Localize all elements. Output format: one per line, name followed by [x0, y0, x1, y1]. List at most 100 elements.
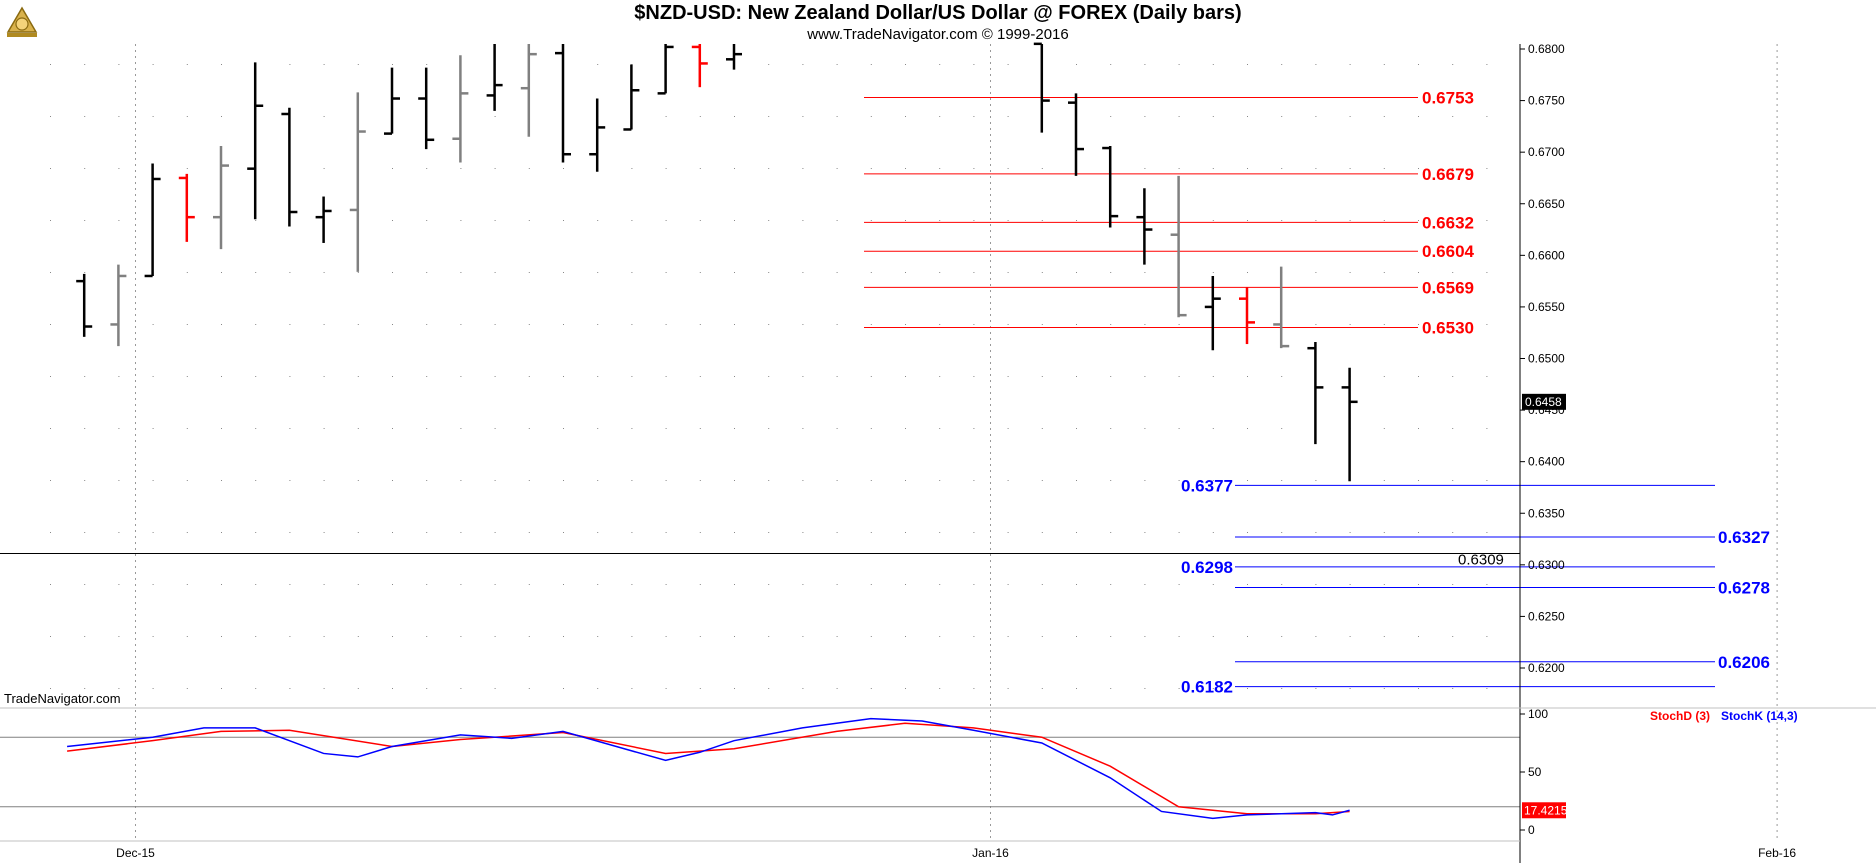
grid-dot: [1247, 220, 1248, 221]
grid-dot: [1486, 480, 1488, 481]
ohlc-bar: [623, 64, 640, 131]
grid-dot: [836, 168, 838, 169]
grid-dot: [1007, 688, 1009, 689]
grid-dot: [186, 428, 188, 429]
grid-dot: [186, 688, 188, 689]
grid-dot: [1212, 584, 1214, 585]
ohlc-bar: [1273, 266, 1290, 349]
grid-dot: [870, 688, 872, 689]
stoch-series-line: [67, 722, 1350, 815]
legend-stochk: StochK (14,3): [1721, 709, 1798, 723]
grid-dot: [50, 480, 51, 481]
grid-dot: [323, 116, 325, 117]
grid-dot: [494, 220, 496, 221]
grid-dot: [939, 272, 941, 273]
grid-dot: [152, 584, 154, 585]
grid-dot: [118, 64, 120, 65]
grid-dot: [768, 64, 770, 65]
grid-dot: [426, 272, 428, 273]
grid-dot: [734, 480, 735, 481]
y-tick-label: 0.6750: [1528, 94, 1565, 108]
grid-dot: [836, 116, 838, 117]
grid-dot: [1452, 220, 1454, 221]
grid-dot: [836, 688, 838, 689]
grid-dot: [939, 116, 941, 117]
grid-dot: [152, 376, 154, 377]
grid-dot: [1212, 480, 1214, 481]
grid-dot: [597, 272, 599, 273]
grid-dot: [84, 220, 86, 221]
grid-dot: [221, 324, 222, 325]
grid-dot: [426, 480, 428, 481]
grid-dot: [905, 532, 906, 533]
grid-dot: [50, 272, 51, 273]
grid-dot: [152, 64, 154, 65]
grid-dot: [1383, 220, 1385, 221]
grid-dot: [905, 116, 906, 117]
grid-dot: [1178, 428, 1180, 429]
ohlc-bar: [384, 67, 400, 135]
grid-dot: [1349, 324, 1351, 325]
grid-dot: [1247, 168, 1248, 169]
grid-dot: [631, 584, 633, 585]
ohlc-bar: [486, 44, 503, 111]
grid-dot: [460, 636, 462, 637]
grid-dot: [1383, 688, 1385, 689]
grid-dot: [802, 168, 804, 169]
grid-dot: [1418, 272, 1419, 273]
grid-dot: [1349, 64, 1351, 65]
grid-dot: [494, 272, 496, 273]
grid-dot: [597, 480, 599, 481]
grid-dot: [289, 428, 291, 429]
grid-dot: [1452, 272, 1454, 273]
ohlc-bar: [452, 55, 469, 163]
grid-dot: [1144, 168, 1146, 169]
ohlc-bar: [555, 44, 571, 163]
grid-dot: [460, 532, 462, 533]
last-price-box: [1522, 393, 1566, 410]
grid-dot: [118, 688, 120, 689]
grid-dot: [1076, 272, 1077, 273]
grid-dot: [1383, 376, 1385, 377]
grid-dot: [494, 168, 496, 169]
grid-dot: [186, 376, 188, 377]
grid-dot: [494, 324, 496, 325]
grid-dot: [1486, 64, 1488, 65]
grid-dot: [939, 428, 941, 429]
red-level-label: 0.6632: [1422, 213, 1474, 232]
grid-dot: [563, 480, 564, 481]
grid-dot: [1178, 532, 1180, 533]
grid-dot: [392, 324, 393, 325]
last-price-label: 0.6458: [1525, 395, 1562, 409]
grid-dot: [597, 64, 599, 65]
grid-dot: [699, 376, 701, 377]
grid-dot: [665, 584, 667, 585]
y-tick-label: 0.6700: [1528, 145, 1565, 159]
chart-title: $NZD-USD: New Zealand Dollar/US Dollar @…: [634, 2, 1242, 24]
red-level-label: 0.6679: [1422, 165, 1474, 184]
grid-dot: [186, 168, 188, 169]
grid-dot: [255, 272, 257, 273]
grid-dot: [494, 428, 496, 429]
grid-dot: [939, 168, 941, 169]
ohlc-bar: [1307, 341, 1324, 445]
grid-dot: [1315, 168, 1317, 169]
grid-dot: [494, 376, 496, 377]
grid-dot: [118, 532, 120, 533]
grid-dot: [563, 636, 564, 637]
grid-dot: [1281, 64, 1283, 65]
grid-dot: [1452, 324, 1454, 325]
grid-dot: [1212, 116, 1214, 117]
grid-dot: [905, 688, 906, 689]
y-tick-label: 0.6400: [1528, 455, 1565, 469]
osc-y-tick-label: 50: [1528, 765, 1542, 779]
y-tick-label: 0.6350: [1528, 506, 1565, 520]
grid-dot: [1041, 636, 1043, 637]
grid-dot: [1076, 636, 1077, 637]
grid-dot: [118, 584, 120, 585]
grid-dot: [870, 168, 872, 169]
grid-dot: [1383, 584, 1385, 585]
grid-dot: [1247, 636, 1248, 637]
grid-dot: [802, 64, 804, 65]
grid-dot: [631, 532, 633, 533]
